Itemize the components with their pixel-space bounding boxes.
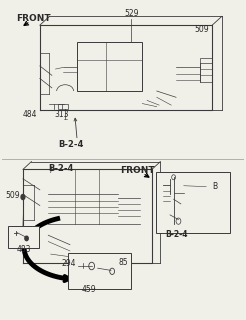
Circle shape xyxy=(25,236,28,241)
Text: 85: 85 xyxy=(118,258,128,267)
Text: 529: 529 xyxy=(124,9,139,18)
Text: 509: 509 xyxy=(194,25,209,34)
Text: FRONT: FRONT xyxy=(16,14,50,23)
Text: 509: 509 xyxy=(5,191,20,200)
Bar xyxy=(77,42,142,91)
Text: 483: 483 xyxy=(16,245,31,254)
Circle shape xyxy=(21,195,25,199)
Bar xyxy=(8,226,39,248)
Text: 459: 459 xyxy=(82,285,97,294)
Bar xyxy=(200,58,212,82)
Text: B-2-4: B-2-4 xyxy=(48,164,74,173)
Text: B-2-4: B-2-4 xyxy=(59,140,84,149)
Text: FRONT: FRONT xyxy=(121,166,155,175)
Bar xyxy=(155,172,230,233)
Text: 484: 484 xyxy=(23,110,37,119)
Bar xyxy=(68,252,131,289)
Bar xyxy=(58,104,68,109)
Text: B: B xyxy=(212,182,217,191)
Text: B-2-4: B-2-4 xyxy=(165,230,187,239)
Text: 313: 313 xyxy=(54,110,69,119)
Text: 294: 294 xyxy=(62,259,76,268)
Text: 483: 483 xyxy=(13,229,27,238)
